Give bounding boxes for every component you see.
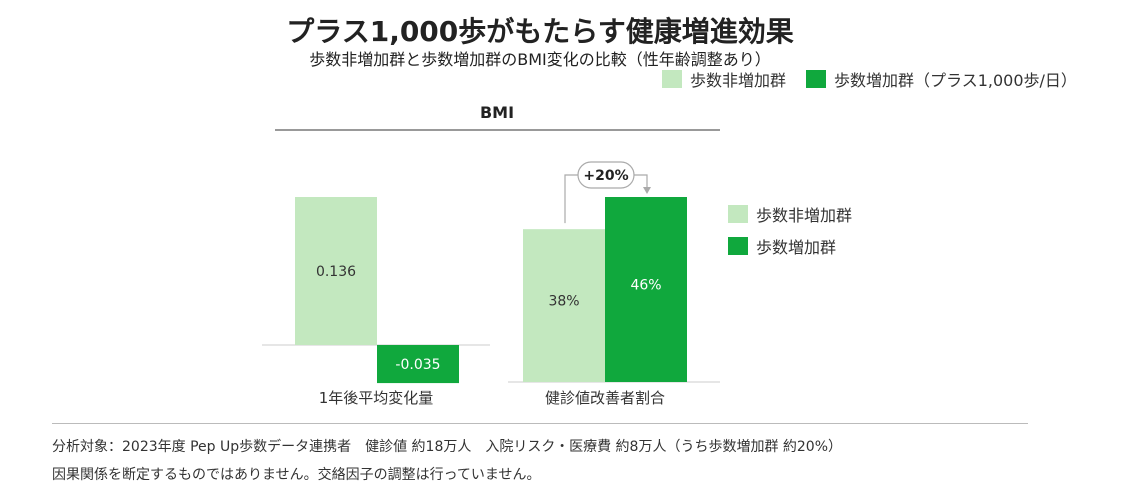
footer-divider [52,423,1028,424]
bmi-chart: BMI 0.136 -0.035 1年後平均変化量 38% 46% 健診値改善者割合 +20% [262,103,720,407]
legend-swatch-increase [806,70,827,88]
top-legend: 歩数非増加群 歩数増加群（プラス1,000歩/日） [662,67,1077,91]
label-improvement-increase: 46% [630,278,661,294]
label-improvement-non-increase: 38% [548,294,579,310]
label-mean-change-increase: -0.035 [395,357,440,373]
annotation-arrow [643,187,651,194]
bar-improvement-increase [605,197,687,382]
side-legend-label-non-increase: 歩数非増加群 [756,206,853,225]
category-improvement-ratio: 健診値改善者割合 [545,389,665,407]
side-legend: 歩数非増加群 歩数増加群 [728,202,852,266]
legend-label-increase: 歩数増加群（プラス1,000歩/日） [834,71,1077,90]
side-legend-label-increase: 歩数増加群 [756,238,837,257]
bar-improvement-non-increase [523,229,605,382]
annotation-label: +20% [583,168,628,184]
panel-title: BMI [480,103,514,122]
chart-subtitle: 歩数非増加群と歩数増加群のBMI変化の比較（性年齢調整あり） [309,50,771,69]
category-mean-change: 1年後平均変化量 [319,389,434,407]
side-legend-swatch-increase [728,237,748,255]
footer-note: 分析対象：2023年度 Pep Up歩数データ連携者 健診値 約18万人 入院リ… [52,439,843,455]
label-mean-change-non-increase: 0.136 [316,264,356,280]
legend-label-non-increase: 歩数非増加群 [690,71,787,90]
bar-mean-change-non-increase [295,197,377,345]
chart-title: プラス1,000歩がもたらす健康増進効果 [286,15,794,48]
bar-mean-change-increase [377,345,459,384]
side-legend-swatch-non-increase [728,205,748,223]
footer-disclaimer: 因果関係を断定するものではありません。交絡因子の調整は行っていません。 [52,467,541,483]
annotation-pill [577,161,635,189]
legend-swatch-non-increase [662,70,682,88]
